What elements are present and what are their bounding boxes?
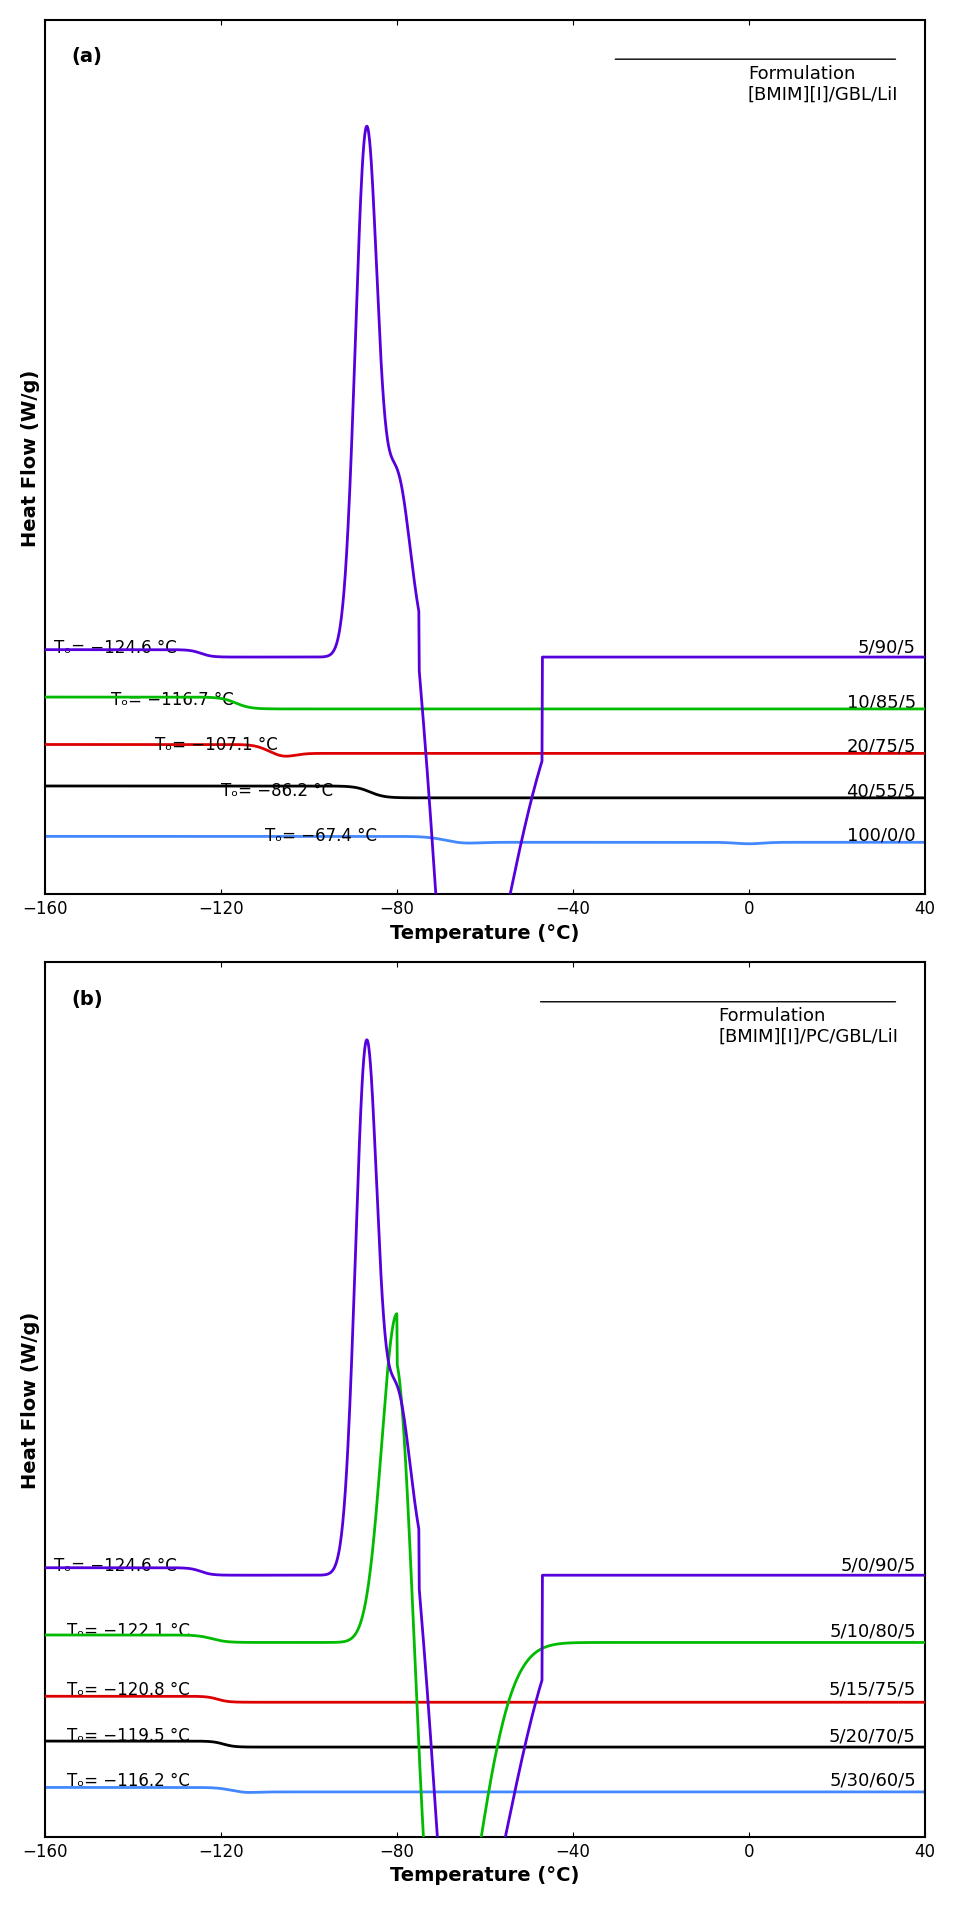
Text: Tₒ= −116.7 °C: Tₒ= −116.7 °C [111, 690, 234, 709]
Y-axis label: Heat Flow (W/g): Heat Flow (W/g) [21, 1311, 40, 1488]
Text: 5/30/60/5: 5/30/60/5 [829, 1772, 916, 1789]
Text: Tₒ= −124.6 °C: Tₒ= −124.6 °C [54, 638, 177, 657]
Text: Tₒ= −67.4 °C: Tₒ= −67.4 °C [265, 827, 378, 844]
X-axis label: Temperature (°C): Temperature (°C) [390, 924, 579, 943]
Y-axis label: Heat Flow (W/g): Heat Flow (W/g) [21, 370, 40, 547]
Text: Tₒ= −120.8 °C: Tₒ= −120.8 °C [67, 1680, 190, 1697]
X-axis label: Temperature (°C): Temperature (°C) [390, 1865, 579, 1884]
Text: 5/0/90/5: 5/0/90/5 [840, 1556, 916, 1574]
Text: 5/20/70/5: 5/20/70/5 [829, 1726, 916, 1745]
Text: Tₒ= −116.2 °C: Tₒ= −116.2 °C [67, 1772, 190, 1789]
Text: (a): (a) [72, 48, 102, 67]
Text: Formulation
[BMIM][I]/PC/GBL/LiI: Formulation [BMIM][I]/PC/GBL/LiI [718, 1006, 899, 1046]
Text: 5/15/75/5: 5/15/75/5 [829, 1680, 916, 1697]
Text: 10/85/5: 10/85/5 [847, 693, 916, 711]
Text: Tₒ= −124.6 °C: Tₒ= −124.6 °C [54, 1556, 177, 1574]
Text: (b): (b) [72, 989, 103, 1008]
Text: 100/0/0: 100/0/0 [847, 827, 916, 844]
Text: 40/55/5: 40/55/5 [846, 783, 916, 800]
Text: Formulation
[BMIM][I]/GBL/LiI: Formulation [BMIM][I]/GBL/LiI [748, 65, 899, 103]
Text: 20/75/5: 20/75/5 [846, 737, 916, 756]
Text: Tₒ= −86.2 °C: Tₒ= −86.2 °C [221, 783, 334, 800]
Text: 5/90/5: 5/90/5 [858, 638, 916, 657]
Text: Tₒ= −107.1 °C: Tₒ= −107.1 °C [155, 735, 278, 754]
Text: Tₒ= −119.5 °C: Tₒ= −119.5 °C [67, 1726, 190, 1745]
Text: 5/10/80/5: 5/10/80/5 [829, 1621, 916, 1640]
Text: Tₒ= −122.1 °C: Tₒ= −122.1 °C [67, 1621, 190, 1640]
